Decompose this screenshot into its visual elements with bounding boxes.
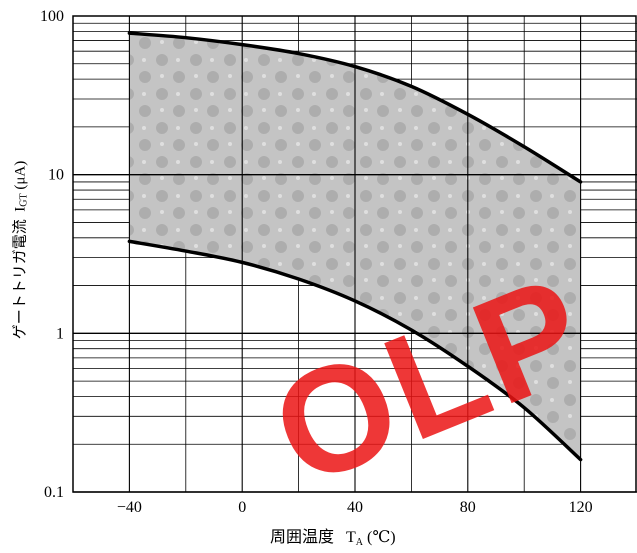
y-axis-label-main: ゲートトリガ電流 bbox=[12, 219, 29, 340]
x-tick-label: 80 bbox=[460, 499, 476, 516]
x-axis-label-symbol: T bbox=[346, 529, 356, 546]
y-tick-label: 1 bbox=[56, 325, 64, 342]
x-tick-label: 40 bbox=[347, 499, 363, 516]
plot-frame bbox=[72, 15, 637, 493]
x-tick-label: −40 bbox=[117, 499, 142, 516]
x-axis-label-unit: (℃) bbox=[367, 529, 396, 546]
x-axis-label-subscript: A bbox=[355, 537, 364, 548]
y-axis-label-symbol: I bbox=[12, 206, 29, 212]
y-axis-label: ゲートトリガ電流 IGT (μA) bbox=[2, 100, 36, 400]
x-axis-label: 周囲温度 TA (℃) bbox=[270, 523, 396, 548]
x-axis-label-main: 周囲温度 bbox=[270, 529, 335, 546]
lower-limit-line bbox=[127, 239, 583, 462]
y-axis-label-subscript: GT bbox=[18, 193, 30, 207]
y-tick-label: 100 bbox=[40, 8, 64, 25]
upper-limit-line bbox=[127, 31, 583, 184]
y-tick-label: 0.1 bbox=[44, 484, 64, 501]
y-tick-labels: 100 10 1 0.1 bbox=[40, 8, 64, 501]
y-tick-label: 10 bbox=[48, 167, 64, 184]
x-tick-label: 0 bbox=[238, 499, 246, 516]
y-axis-label-unit: (μA) bbox=[12, 160, 29, 190]
x-tick-label: 120 bbox=[569, 499, 593, 516]
x-tick-labels: −40 0 40 80 120 bbox=[117, 499, 593, 516]
